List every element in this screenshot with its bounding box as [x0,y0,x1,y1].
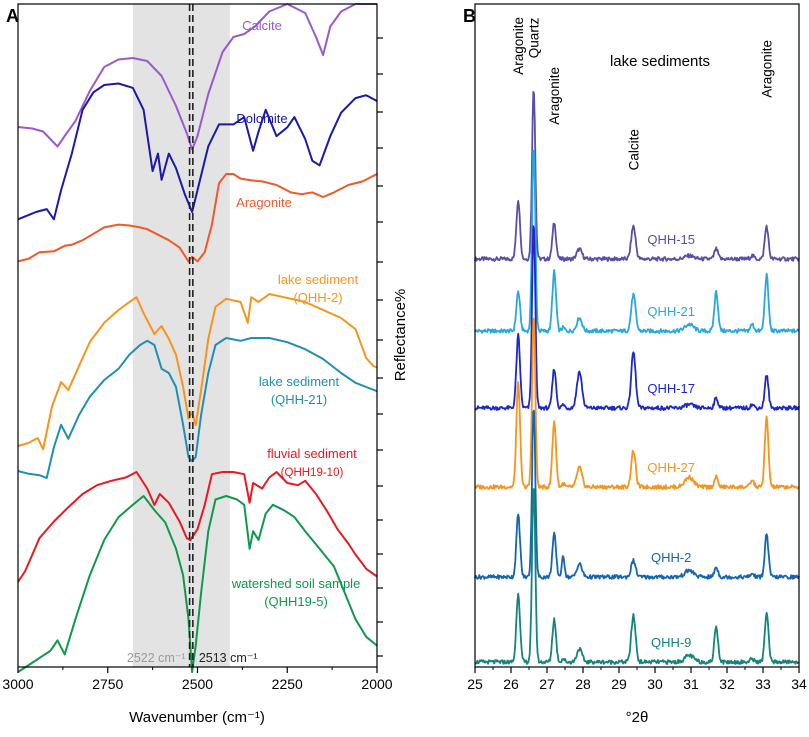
spectrum-line [17,173,378,263]
x-tick-label: 28 [575,676,591,692]
sample-label: QHH-21 [647,304,695,319]
peak-label: Calcite [626,129,641,170]
x-tick-label: 33 [755,676,771,692]
sample-label: QHH-15 [647,232,695,247]
dashed-line-label: 2522 cm⁻¹ [127,651,186,665]
sample-label: QHH-27 [647,460,695,475]
panel-b-curves [474,91,800,665]
panel-a-curves [17,3,378,673]
panel-b-sample-labels: QHH-15 QHH-21 QHH-17 QHH-27 QHH-2 QHH-9 [647,232,695,650]
series-label: (QHH-2) [293,290,342,305]
panel-b-title: lake sediments [610,53,710,70]
panel-a-series-labels: Calcite Dolomite Aragonite lake sediment (QH… [231,18,361,609]
xrd-pattern-line [474,91,800,262]
x-tick-label: 2250 [272,676,303,692]
spectrum-line [17,337,378,479]
sample-label: QHH-9 [651,635,691,650]
spectrum-line [17,471,378,583]
x-tick-label: 34 [791,676,807,692]
sample-label: QHH-17 [647,381,695,396]
panel-a-x-ticks: 3000 2750 2500 2250 2000 [2,667,393,692]
panel-b: 25 26 27 28 29 30 31 32 33 34 Aragonite QuartzArag… [463,3,807,726]
x-tick-label: 3000 [2,676,33,692]
series-label: Calcite [242,18,282,33]
series-label: (QHH19-10) [281,467,344,479]
series-label: (QHH-21) [271,392,327,407]
series-label: lake sediment [278,272,359,287]
panel-b-frame [474,3,800,668]
x-tick-label: 25 [467,676,483,692]
shaded-region [132,4,230,667]
xrd-pattern-line [474,225,800,411]
x-tick-label: 30 [647,676,663,692]
series-label: watershed soil sample [231,576,361,591]
xrd-pattern-line [474,317,800,490]
series-label: Dolomite [236,111,287,126]
x-tick-label: 26 [503,676,519,692]
peak-label: Aragonite [511,17,526,75]
peak-label: Quartz [527,17,542,58]
spectrum-line [17,3,377,151]
panel-a-letter: A [6,6,19,26]
x-tick-label: 2000 [361,676,392,692]
panel-a-right-ticks [377,37,383,657]
x-tick-label: 2500 [182,676,213,692]
x-tick-label: 2750 [92,676,123,692]
x-axis-label-a: Wavenumber (cm⁻¹) [129,709,265,726]
x-tick-label: 27 [539,676,555,692]
sample-label: QHH-2 [651,550,691,565]
panel-a: 2522 cm⁻¹ 2513 cm⁻¹ 3000 2750 2500 2250 2000 … [2,3,409,726]
spectrum-line [17,293,378,451]
x-tick-label: 29 [611,676,627,692]
x-tick-label: 31 [683,676,699,692]
xrd-pattern-line [474,149,800,334]
spectrum-line [17,82,378,221]
x-axis-label-b: °2θ [626,709,649,726]
x-tick-label: 32 [719,676,735,692]
series-label: fluvial sediment [267,446,357,461]
dashed-reference-lines: 2522 cm⁻¹ 2513 cm⁻¹ [127,4,258,667]
xrd-pattern-line [474,488,800,665]
series-label: (QHH19-5) [264,594,328,609]
y-axis-label-a: Reflectance% [392,289,409,382]
spectrum-line [17,495,378,673]
series-label: Aragonite [236,195,292,210]
panel-b-letter: B [463,6,476,26]
panel-b-x-ticks: 25 26 27 28 29 30 31 32 33 34 [467,667,807,692]
dashed-line-label: 2513 cm⁻¹ [199,651,258,665]
xrd-pattern-line [474,409,800,580]
series-label: lake sediment [259,374,340,389]
peak-label: Aragonite [760,40,775,98]
peak-label: Aragonite [547,67,562,125]
